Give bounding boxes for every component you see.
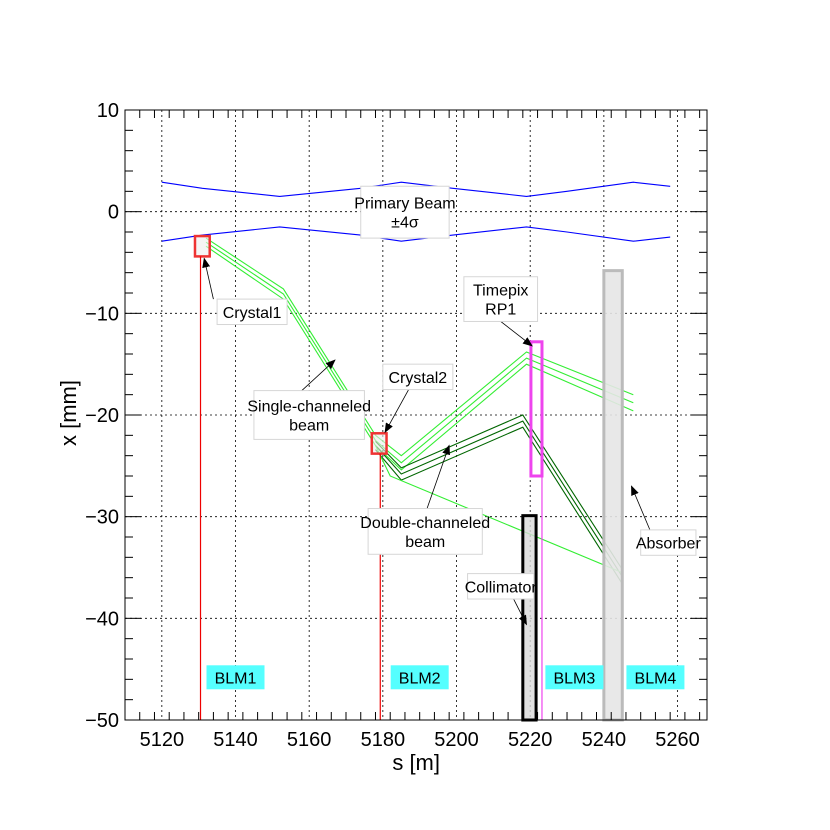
x-tick-label: 5120 [140, 729, 185, 751]
x-tick-label: 5160 [287, 729, 332, 751]
blm-label: BLM1 [215, 670, 257, 687]
blm-label: BLM3 [553, 670, 595, 687]
crystal2-box [370, 432, 388, 455]
crystal2-label-box [382, 363, 454, 391]
crystal1-label-arrow [202, 257, 214, 300]
y-tick-label: −20 [85, 405, 119, 427]
x-axis-label: s [m] [392, 750, 440, 775]
single-channeled-label-text: beam [289, 418, 329, 435]
collimator-label-arrow [513, 598, 527, 626]
absorber-label-box [640, 529, 697, 556]
single_channeled-series [205, 241, 634, 464]
collimator-label-text: Collimator [465, 579, 538, 596]
annotations: Primary Beam ±4σ Crystal1 Timepix RP1 Single-… [202, 185, 702, 626]
double-channeled-label-arrow [426, 444, 450, 509]
single-channeled-label-arrow [301, 359, 336, 391]
x-tick-label: 5180 [361, 729, 406, 751]
x-tick-label: 5240 [582, 729, 627, 751]
y-tick-label: −50 [85, 710, 119, 732]
y-tick-label: 0 [108, 202, 119, 224]
timepix-label-box [463, 276, 539, 322]
y-axis-ticks: 10 0 −10 −20 −30 −40 −50 [85, 100, 707, 732]
x-tick-label: 5220 [508, 729, 553, 751]
crystal2-label-arrow [384, 389, 409, 434]
crystal2-label-text: Crystal2 [388, 370, 447, 387]
timepix-label-arrow [500, 321, 533, 347]
single_channeled-series [205, 245, 634, 471]
crystal1-label-text: Crystal1 [223, 305, 282, 322]
y-tick-label: −10 [85, 303, 119, 325]
x-axis-ticks: 5120 5140 5160 5180 5200 5220 5240 5260 [124, 110, 701, 751]
y-tick-label: 10 [97, 100, 119, 122]
blm-label-box [626, 665, 685, 690]
timepix-label-text: Timepix [473, 283, 528, 300]
blm-label-box [206, 665, 265, 690]
primary_beam-series [161, 181, 671, 197]
double-channeled-label-text: Double-channeled [360, 515, 490, 532]
double-channeled-label-box [367, 508, 483, 555]
absorber-label-arrow [631, 485, 651, 531]
collimator-box [521, 514, 538, 722]
blm-label-box [545, 665, 604, 690]
blm-label-box [390, 665, 449, 690]
double-channeled-label-text: beam [405, 534, 445, 551]
primary-beam-label-text: ±4σ [391, 215, 419, 232]
y-tick-label: −40 [85, 608, 119, 630]
single-channeled-label-box [253, 390, 365, 440]
blm-label: BLM4 [635, 670, 677, 687]
y-axis-label: x [mm] [56, 380, 81, 446]
primary-beam-label-text: Primary Beam [354, 196, 455, 213]
crystal1-box [193, 234, 211, 258]
x-tick-label: 5200 [434, 729, 479, 751]
primary-beam-label-box [360, 185, 450, 239]
single_channeled-series [205, 237, 634, 457]
x-tick-label: 5260 [655, 729, 700, 751]
double_channeled-series [375, 414, 623, 570]
timepix-label-text: RP1 [485, 302, 516, 319]
absorber-box [602, 269, 624, 722]
x-tick-label: 5140 [213, 729, 258, 751]
blm-markers: BLM1 BLM2 BLM3 BLM4 [199, 256, 685, 720]
blm-label: BLM2 [399, 670, 441, 687]
timepix-box [529, 340, 544, 478]
double_channeled-series [375, 426, 623, 585]
absorber-label-text: Absorber [636, 536, 702, 553]
y-tick-label: −30 [85, 507, 119, 529]
double_channeled-series [375, 420, 623, 577]
crystal1-label-box [216, 298, 288, 326]
single-channeled-label-text: Single-channeled [247, 399, 371, 416]
collimator-label-box [467, 573, 535, 600]
